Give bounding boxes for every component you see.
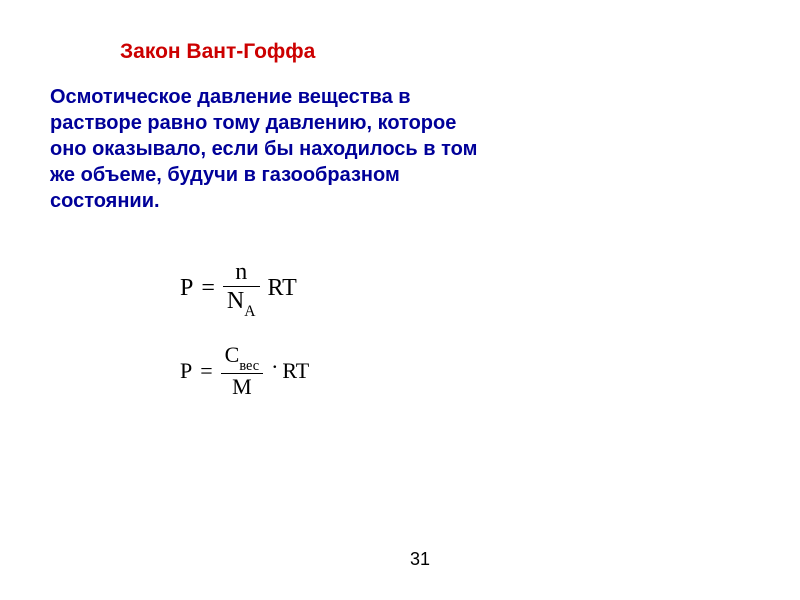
formula2-dot: · — [271, 354, 278, 380]
formula1-denom-n: N — [227, 288, 244, 314]
page-number: 31 — [410, 549, 430, 570]
law-description: Осмотическое давление вещества в раствор… — [50, 84, 480, 214]
formula-1: P = n NA RT — [180, 259, 760, 318]
formula2-fraction: Cвес M — [221, 343, 263, 399]
formula1-p: P — [180, 275, 193, 302]
formula1-equals: = — [201, 275, 215, 302]
formula-block: P = n NA RT P = Cвес M · RT — [180, 259, 760, 400]
formula2-rt: RT — [282, 358, 309, 384]
law-title: Закон Вант-Гоффа — [120, 40, 760, 64]
formula1-rt: RT — [268, 275, 297, 302]
formula1-numerator: n — [231, 259, 251, 285]
formula2-p: P — [180, 358, 192, 384]
formula2-numerator: Cвес — [221, 343, 263, 372]
formula1-denom-sub: A — [244, 303, 255, 320]
formula2-equals: = — [200, 358, 212, 384]
formula2-num-c: C — [225, 342, 240, 367]
formula2-num-sub: вес — [239, 358, 259, 374]
formula2-denom: M — [228, 375, 256, 399]
formula1-frac-line — [223, 286, 260, 287]
formula-2: P = Cвес M · RT — [180, 343, 760, 399]
formula1-denominator: NA — [223, 288, 260, 318]
formula1-fraction: n NA — [223, 259, 260, 318]
